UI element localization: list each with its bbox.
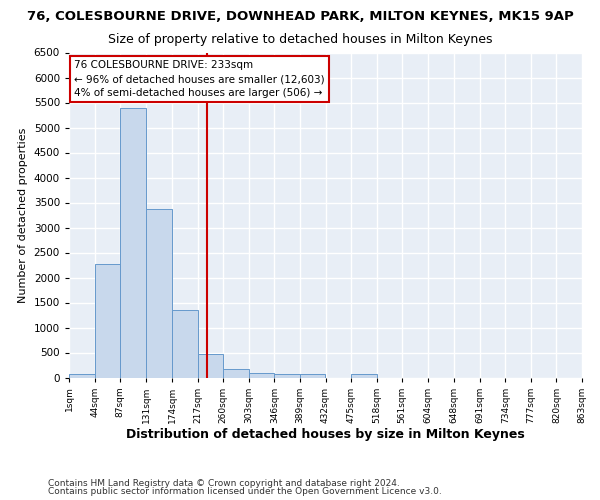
Bar [172,310,197,378]
Y-axis label: Number of detached properties: Number of detached properties [18,128,28,302]
Text: 76, COLESBOURNE DRIVE, DOWNHEAD PARK, MILTON KEYNES, MK15 9AP: 76, COLESBOURNE DRIVE, DOWNHEAD PARK, MI… [26,10,574,23]
Text: Contains public sector information licensed under the Open Government Licence v3: Contains public sector information licen… [48,487,442,496]
Bar [95,264,120,378]
Bar [274,374,300,378]
Bar [146,209,172,378]
Text: Size of property relative to detached houses in Milton Keynes: Size of property relative to detached ho… [108,32,492,46]
Text: Contains HM Land Registry data © Crown copyright and database right 2024.: Contains HM Land Registry data © Crown c… [48,478,400,488]
Bar [197,354,223,378]
X-axis label: Distribution of detached houses by size in Milton Keynes: Distribution of detached houses by size … [126,428,525,442]
Bar [351,374,377,378]
Bar [69,374,95,378]
Bar [120,108,146,378]
Text: 76 COLESBOURNE DRIVE: 233sqm
← 96% of detached houses are smaller (12,603)
4% of: 76 COLESBOURNE DRIVE: 233sqm ← 96% of de… [74,60,325,98]
Bar [249,372,274,378]
Bar [300,374,325,378]
Bar [223,369,249,378]
